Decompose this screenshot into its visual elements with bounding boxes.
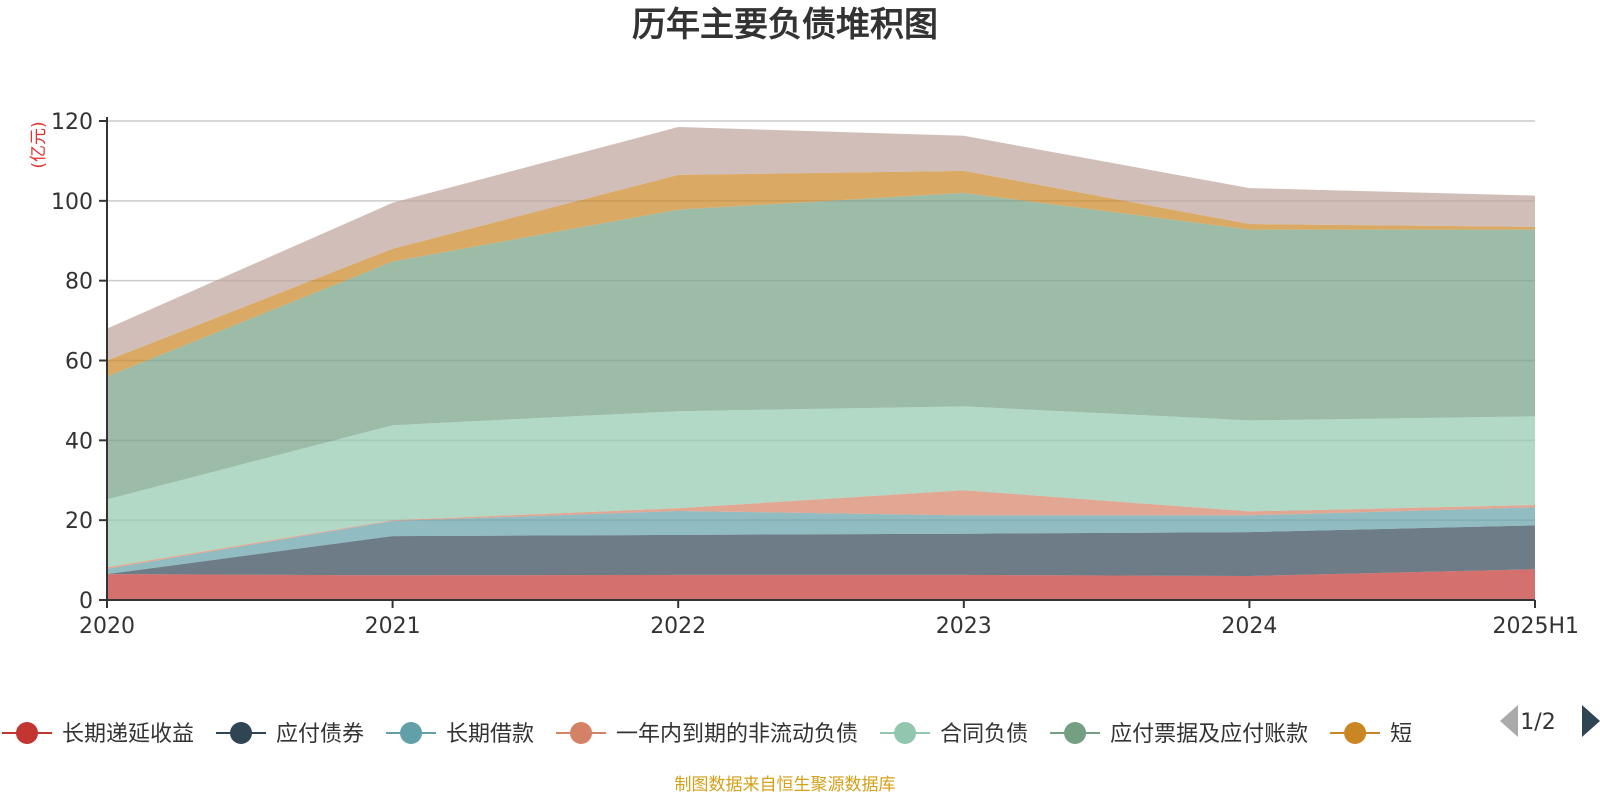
pager-prev-icon[interactable] <box>1500 705 1518 737</box>
y-axis-unit: (亿元) <box>29 121 49 168</box>
x-tick-label: 2020 <box>79 614 135 639</box>
x-tick-label: 2023 <box>936 614 992 639</box>
chart-title: 历年主要负债堆积图 <box>632 5 938 45</box>
legend-item[interactable]: 合同负债 <box>880 722 1028 747</box>
area-series <box>107 127 1535 600</box>
y-tick-label: 0 <box>79 589 93 614</box>
legend-marker-icon <box>400 722 423 744</box>
legend-item[interactable]: 短 <box>1330 722 1412 747</box>
legend-item[interactable]: 长期借款 <box>386 722 534 747</box>
area-合同负债 <box>107 406 1535 568</box>
legend-item[interactable]: 应付票据及应付账款 <box>1050 722 1308 747</box>
y-tick-label: 60 <box>65 350 93 375</box>
area-其他 <box>107 127 1535 361</box>
legend-label: 应付票据及应付账款 <box>1110 722 1308 747</box>
y-tick-label: 40 <box>65 429 93 454</box>
legend-marker-icon <box>570 722 593 744</box>
y-tick-label: 100 <box>51 190 93 215</box>
legend-marker-icon <box>1344 722 1367 744</box>
x-tick-label: 2022 <box>650 614 706 639</box>
legend-label: 合同负债 <box>940 722 1028 747</box>
y-tick-label: 80 <box>65 270 93 295</box>
area-长期递延收益 <box>107 569 1535 600</box>
legend-label: 长期递延收益 <box>62 722 194 747</box>
legend-label: 应付债券 <box>276 722 364 747</box>
legend-label: 短 <box>1390 722 1412 747</box>
legend-pager[interactable]: 1/2 <box>1500 705 1600 737</box>
legend-item[interactable]: 一年内到期的非流动负债 <box>556 722 858 747</box>
area-应付票据及应付账款 <box>107 192 1535 500</box>
legend-marker-icon <box>16 722 38 744</box>
legend-marker-icon <box>1064 722 1087 744</box>
data-source-note: 制图数据来自恒生聚源数据库 <box>675 775 896 795</box>
area-应付债券 <box>107 525 1535 576</box>
x-tick-label: 2024 <box>1221 614 1277 639</box>
x-tick-label: 2021 <box>365 614 421 639</box>
y-tick-label: 20 <box>65 509 93 534</box>
legend-label: 长期借款 <box>446 722 534 747</box>
y-tick-label: 120 <box>51 110 93 135</box>
legend-marker-icon <box>230 722 253 744</box>
legend-marker-icon <box>894 722 917 744</box>
legend-item[interactable]: 长期递延收益 <box>2 722 194 747</box>
legend-item[interactable]: 应付债券 <box>216 722 364 747</box>
area-长期借款 <box>107 507 1535 575</box>
legend[interactable]: 长期递延收益 应付债券 长期借款 一年内到期的非流动负债 合同负债 应付票据及应付账款 短 <box>2 722 1412 747</box>
area-一年内到期的非流动负债 <box>107 490 1535 569</box>
pager-label: 1/2 <box>1520 710 1555 735</box>
x-tick-label: 2025H1 <box>1492 614 1579 639</box>
legend-label: 一年内到期的非流动负债 <box>616 722 858 747</box>
pager-next-icon[interactable] <box>1582 705 1600 737</box>
axes: 0 20 40 60 80 100 120 2020 2021 2022 2023 2024 2025H… <box>51 110 1579 639</box>
